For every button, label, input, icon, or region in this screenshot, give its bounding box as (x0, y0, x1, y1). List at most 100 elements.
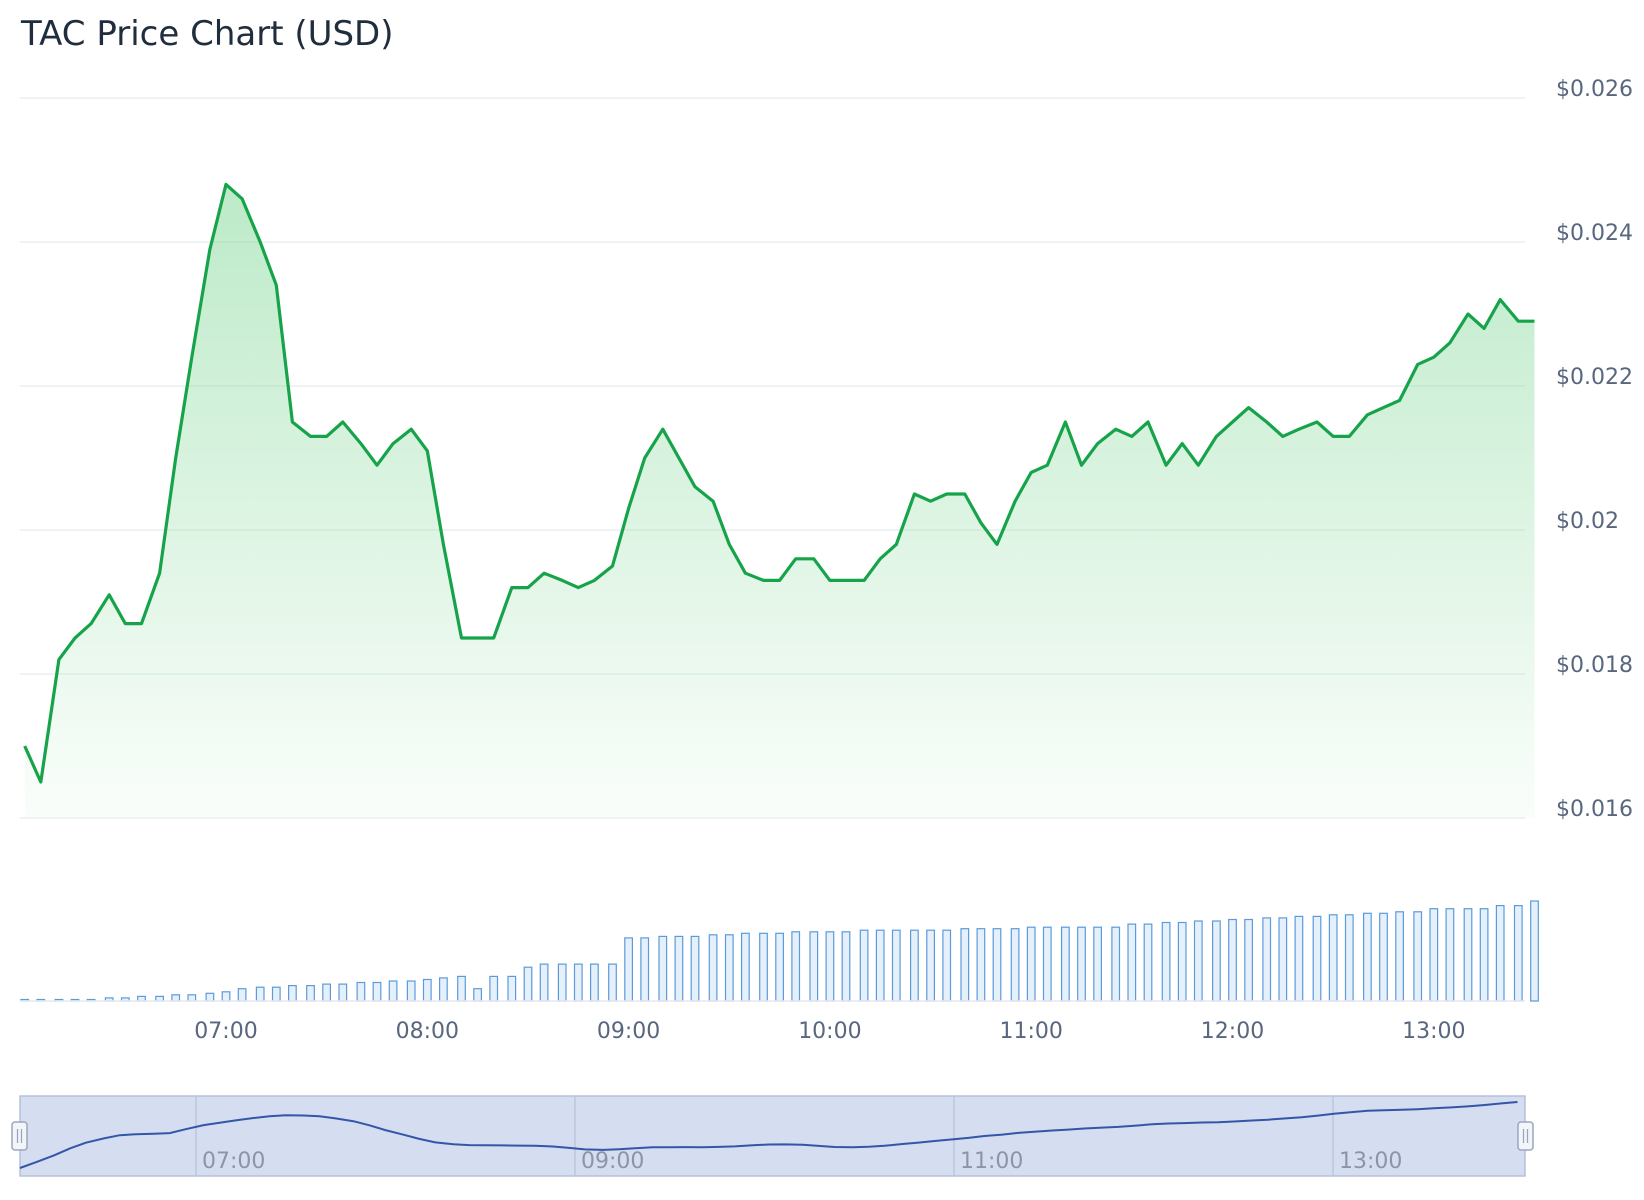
y-tick-label: $0.026 (1556, 77, 1633, 102)
volume-bar (1143, 923, 1153, 1002)
y-axis: $0.026 $0.024 $0.022 $0.02 $0.018 $0.016 (1556, 77, 1633, 822)
volume-bar (1429, 908, 1439, 1002)
volume-bar (1010, 928, 1020, 1002)
volume-bar (1463, 908, 1473, 1002)
volume-bar (1395, 911, 1405, 1002)
volume-bar (825, 931, 835, 1002)
volume-bar (674, 935, 684, 1002)
volume-bar (1111, 926, 1121, 1002)
volume-bar (841, 931, 851, 1002)
volume-bar (992, 928, 1002, 1002)
navigator-window[interactable] (19, 1095, 1526, 1177)
volume-bar (406, 980, 416, 1002)
volume-bar (1278, 917, 1288, 1002)
volume-bar (658, 935, 668, 1002)
volume-bar (356, 981, 366, 1002)
volume-bar (457, 975, 466, 1002)
volume-bar (255, 986, 265, 1002)
volume-bar (926, 929, 935, 1002)
volume-bar (875, 929, 885, 1002)
x-tick-label: 08:00 (396, 1019, 459, 1044)
volume-bar (708, 934, 718, 1002)
volume-bar (1479, 908, 1489, 1002)
volume-bar (1193, 920, 1203, 1002)
navigator-handle-right[interactable] (1517, 1121, 1534, 1151)
volume-bar (775, 932, 784, 1002)
volume-bar (1060, 926, 1070, 1002)
volume-bar (1445, 908, 1455, 1002)
volume-bar (1530, 900, 1539, 1002)
x-tick-label: 12:00 (1201, 1019, 1264, 1044)
volume-bar (942, 929, 952, 1002)
volume-bar (171, 994, 181, 1002)
x-tick-label: 13:00 (1402, 1019, 1465, 1044)
volume-bar (1344, 914, 1354, 1002)
navigator[interactable]: 07:00 09:00 11:00 13:00 (11, 1095, 1534, 1177)
volume-bar (422, 978, 432, 1002)
volume-bar (759, 932, 768, 1002)
volume-bar (1413, 911, 1423, 1002)
volume-bar (1093, 926, 1103, 1002)
navigator-tick-label: 13:00 (1339, 1149, 1402, 1174)
volume-bar (740, 932, 750, 1002)
volume-bar (1312, 915, 1322, 1002)
x-tick-label: 11:00 (999, 1019, 1062, 1044)
volume-bar (1026, 926, 1036, 1002)
volume-bar (237, 988, 247, 1002)
volume-bar (372, 981, 382, 1002)
price-area (24, 184, 1535, 818)
volume-bar (624, 937, 633, 1002)
x-tick-label: 10:00 (798, 1019, 861, 1044)
price-line (23, 182, 1535, 784)
chart-title: TAC Price Chart (USD) (21, 14, 394, 54)
volume-bar (1244, 918, 1254, 1002)
volume-bar (288, 984, 297, 1002)
y-tick-label: $0.016 (1556, 797, 1633, 822)
volume-bar (976, 928, 986, 1002)
navigator-tick-label: 09:00 (581, 1149, 644, 1174)
volume-bar (791, 931, 801, 1002)
volume-bar (221, 991, 231, 1002)
volume-bar (507, 975, 517, 1002)
volume-bar (859, 929, 869, 1002)
volume-bar (473, 988, 482, 1002)
volume-bar (1042, 926, 1052, 1002)
volume-bar (891, 929, 901, 1002)
volume-bar (322, 983, 331, 1002)
volume-bar (608, 963, 617, 1002)
x-axis: 07:00 08:00 09:00 10:00 11:00 12:00 13:00 (194, 1019, 1465, 1044)
volume-bar (589, 963, 599, 1002)
volume-bar (1328, 914, 1338, 1002)
volume-bar (573, 963, 583, 1002)
volume-bar (1379, 912, 1388, 1002)
volume-bar (1228, 918, 1237, 1002)
volume-bar (809, 931, 819, 1002)
volume-bar (338, 983, 348, 1002)
volume-bar (1294, 915, 1304, 1002)
volume-bar (523, 966, 533, 1002)
volume-bar (640, 937, 650, 1002)
volume-bar (539, 963, 549, 1002)
volume-bar (388, 980, 398, 1002)
volume-bar (1177, 921, 1187, 1002)
volume-bar (1495, 904, 1505, 1002)
navigator-handle-left[interactable] (11, 1121, 28, 1151)
y-tick-label: $0.018 (1556, 653, 1633, 678)
y-tick-label: $0.024 (1556, 221, 1633, 246)
volume-bar (306, 984, 315, 1002)
volume-bar (271, 986, 281, 1002)
volume-bar (960, 928, 970, 1002)
navigator-tick-label: 11:00 (960, 1149, 1023, 1174)
volume-bar (205, 992, 215, 1002)
volume-bar (690, 935, 700, 1002)
volume-bar (1077, 926, 1086, 1002)
volume-bar (489, 975, 499, 1002)
volume-bar (1513, 904, 1523, 1002)
navigator-grid: 07:00 09:00 11:00 13:00 (195, 1096, 1402, 1176)
navigator-line (19, 1101, 1518, 1169)
volume-bar (1211, 920, 1221, 1002)
navigator-tick-label: 07:00 (202, 1149, 265, 1174)
volume-bar (187, 994, 197, 1002)
y-tick-label: $0.02 (1556, 509, 1619, 534)
